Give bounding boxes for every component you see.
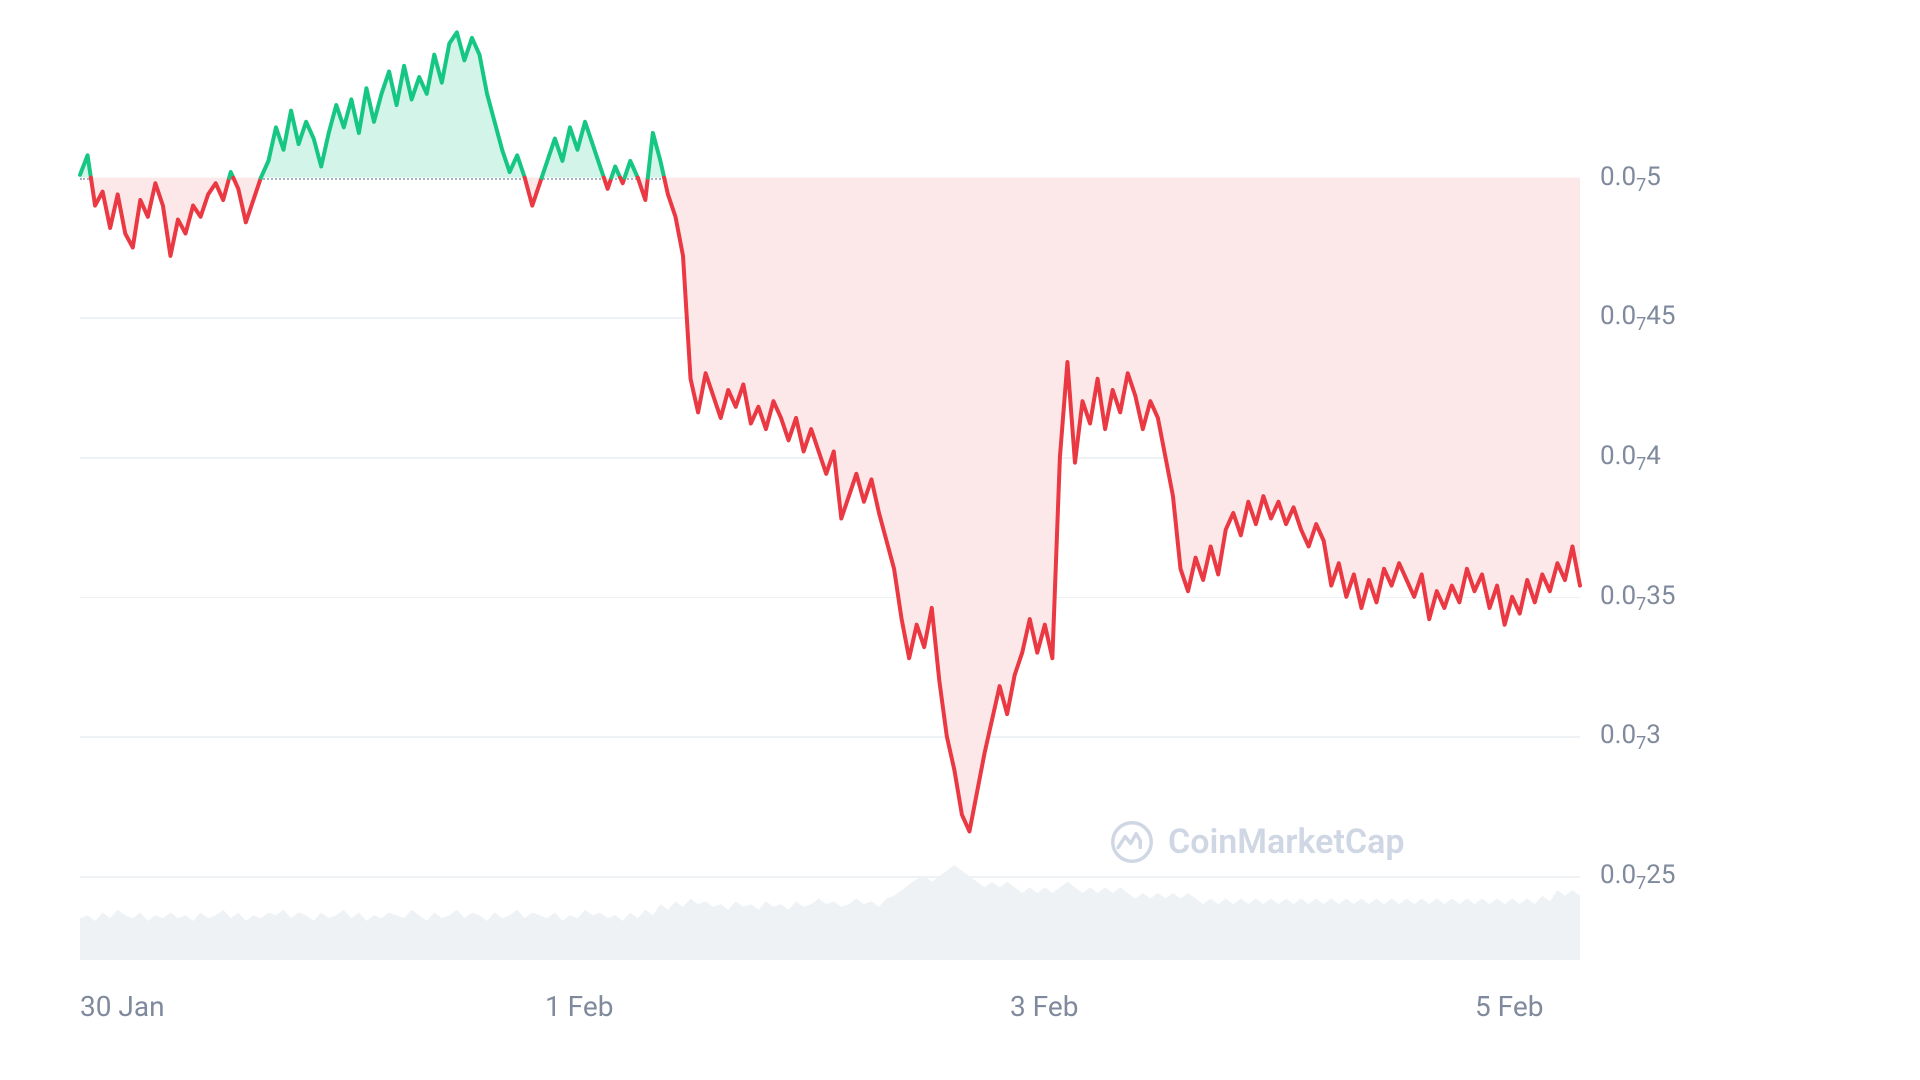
up-fill	[261, 32, 525, 177]
chart-svg	[0, 0, 1920, 1080]
volume-area	[80, 865, 1580, 960]
down-fill	[664, 178, 1580, 832]
price-chart: 0.0750.07450.0740.07350.0730.0725 30 Jan…	[0, 0, 1920, 1080]
